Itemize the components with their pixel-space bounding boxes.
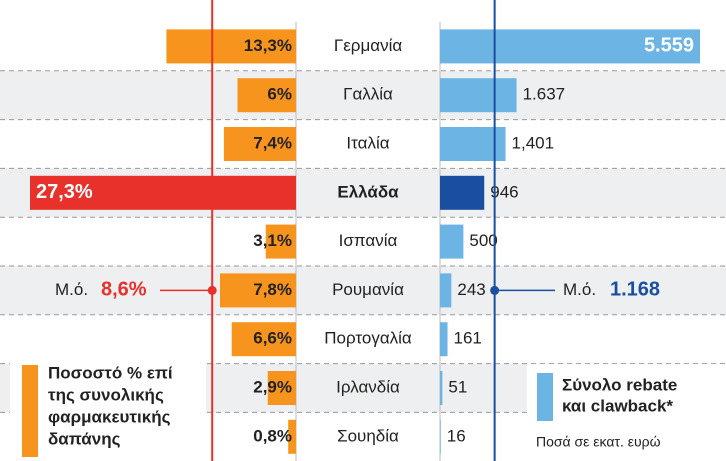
right-bar bbox=[440, 419, 441, 454]
left-value-label: 13,3% bbox=[244, 36, 292, 55]
left-average-dot bbox=[207, 285, 217, 295]
left-value-label: 7,8% bbox=[253, 280, 292, 299]
left-value-label: 3,1% bbox=[253, 231, 292, 250]
right-legend-swatch bbox=[537, 373, 553, 421]
right-average-label: Μ.ό. bbox=[563, 280, 596, 299]
left-bar bbox=[267, 371, 296, 405]
left-bar bbox=[166, 29, 296, 64]
right-bar bbox=[440, 127, 506, 161]
right-value-label: 5.559 bbox=[644, 35, 694, 57]
right-legend-text: Σύνολο rebate bbox=[562, 375, 677, 394]
left-bar bbox=[220, 273, 296, 308]
category-label: Ιρλανδία bbox=[336, 377, 400, 396]
left-average-value: 8,6% bbox=[101, 279, 147, 301]
left-value-label: 2,9% bbox=[253, 377, 292, 396]
left-value-label: 7,4% bbox=[253, 133, 292, 152]
right-value-label: 51 bbox=[448, 377, 467, 396]
left-legend-text: Ποσοστό % επί bbox=[48, 363, 173, 382]
right-value-label: 161 bbox=[454, 329, 482, 348]
right-value-label: 1,401 bbox=[512, 133, 555, 152]
category-label: Πορτογαλία bbox=[324, 329, 412, 348]
right-average-value: 1.168 bbox=[610, 279, 660, 301]
category-label: Ισπανία bbox=[339, 231, 398, 250]
left-value-label: 6,6% bbox=[253, 329, 292, 348]
left-legend-text: δαπάνης bbox=[48, 429, 121, 448]
right-legend-box bbox=[527, 364, 726, 461]
right-value-label: 946 bbox=[490, 182, 518, 201]
left-value-label: 27,3% bbox=[36, 181, 93, 203]
left-bar bbox=[223, 127, 296, 161]
category-label: Ιταλία bbox=[346, 133, 389, 152]
left-legend-swatch bbox=[22, 365, 38, 457]
category-label: Σουηδία bbox=[337, 426, 399, 445]
left-legend-box bbox=[10, 354, 206, 461]
left-bar bbox=[288, 419, 296, 454]
left-bar bbox=[265, 224, 296, 259]
right-value-label: 1.637 bbox=[523, 85, 566, 104]
right-bar bbox=[440, 78, 517, 113]
left-bar bbox=[30, 175, 296, 210]
right-legend-note: Ποσά σε εκατ. ευρώ bbox=[536, 434, 661, 450]
left-average-label: Μ.ό. bbox=[55, 280, 88, 299]
left-legend-text: φαρμακευτικής bbox=[48, 407, 171, 426]
left-value-label: 6% bbox=[267, 85, 292, 104]
right-value-label: 243 bbox=[457, 280, 485, 299]
category-label: Γερμανία bbox=[334, 36, 403, 55]
row-band bbox=[0, 266, 726, 315]
right-bar bbox=[440, 322, 448, 357]
right-bar bbox=[440, 273, 452, 308]
category-label: Γαλλία bbox=[343, 85, 393, 104]
right-value-label: 500 bbox=[469, 231, 497, 250]
right-bar bbox=[440, 224, 464, 259]
left-legend-text: της συνολικής bbox=[48, 385, 164, 404]
right-bar bbox=[440, 371, 443, 405]
right-bar bbox=[440, 175, 485, 210]
right-value-label: 16 bbox=[447, 426, 466, 445]
right-legend-text: και clawback* bbox=[562, 396, 673, 415]
left-bar bbox=[237, 78, 296, 113]
right-average-dot bbox=[490, 285, 500, 295]
left-bar bbox=[231, 322, 296, 357]
category-label: Ρουμανία bbox=[332, 280, 404, 299]
right-bar bbox=[440, 29, 700, 64]
left-value-label: 0,8% bbox=[253, 426, 292, 445]
category-label: Ελλάδα bbox=[337, 182, 399, 201]
row-band bbox=[0, 70, 726, 120]
